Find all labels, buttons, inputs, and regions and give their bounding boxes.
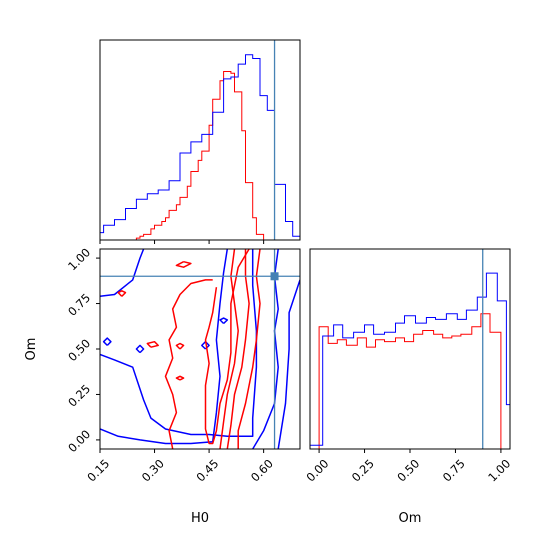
hist-h0-panel (99, 39, 301, 244)
joint-truth-lines (100, 249, 300, 449)
hist-om-series-a (310, 272, 510, 446)
y-tick-label: 0.50 (65, 336, 93, 364)
contour-series-b-6 (146, 340, 159, 348)
contours-series-b (117, 249, 261, 449)
hist-om-series-a-step (310, 272, 510, 446)
joint-y-ticks: 0.00 0.25 0.50 0.75 1.00 (65, 245, 100, 455)
hist-om-panel: 0.00 0.25 0.50 0.75 1.00 Om (303, 248, 513, 526)
x-tick-label: 0.00 (303, 456, 331, 484)
y-tick-label: 0.00 (65, 427, 93, 455)
y-tick-label: 1.00 (65, 245, 93, 273)
contour-series-b-1 (204, 249, 250, 445)
contour-series-b-5 (164, 279, 213, 449)
y-tick-label: 0.75 (65, 291, 93, 319)
contour-series-a-0 (100, 249, 229, 445)
contour-series-b-9 (117, 290, 127, 297)
truth-joint-marker (270, 272, 279, 281)
joint-y-axis-label: Om (24, 338, 39, 361)
contour-series-b-0 (175, 260, 192, 268)
hist-h0-series-b-step (135, 71, 300, 240)
hist-om-series-b (318, 313, 510, 449)
hist-h0-series-a-step (100, 54, 300, 237)
x-tick-label: 0.50 (394, 456, 422, 484)
y-tick-label: 0.25 (65, 382, 93, 410)
contour-series-b-2 (219, 249, 239, 449)
joint-x-axis-label: H0 (191, 511, 209, 526)
contour-series-a-4 (277, 279, 300, 449)
hist-om-x-axis-label: Om (399, 511, 422, 526)
contours-series-a (100, 249, 300, 449)
contour-series-a-6 (135, 344, 145, 354)
hist-h0-ticks (99, 240, 265, 244)
joint-frame (99, 248, 301, 450)
x-tick-label: 0.30 (139, 456, 167, 484)
hist-h0-series-a (100, 54, 300, 237)
x-tick-label: 0.25 (349, 456, 377, 484)
contour-series-b-7 (175, 375, 185, 381)
x-tick-label: 0.45 (193, 456, 221, 484)
contour-series-a-8 (219, 317, 229, 325)
hist-om-frame (309, 248, 511, 450)
x-tick-label: 1.00 (485, 456, 513, 484)
joint-x-ticks: 0.15 0.30 0.45 0.60 (84, 449, 276, 484)
x-tick-label: 0.75 (440, 456, 468, 484)
joint-contour-panel: 0.15 0.30 0.45 0.60 0.00 0.25 0.50 0.75 1.00 H0… (24, 245, 301, 526)
hist-h0-frame (99, 39, 301, 241)
contour-series-a-5 (102, 337, 112, 346)
contour-series-b-3 (226, 249, 250, 449)
x-tick-label: 0.60 (248, 456, 276, 484)
x-tick-label: 0.15 (84, 456, 112, 484)
contour-series-b-4 (237, 249, 261, 449)
contour-series-b-8 (175, 342, 185, 350)
hist-om-x-ticks: 0.00 0.25 0.50 0.75 1.00 (303, 449, 513, 484)
hist-h0-series-b (135, 71, 300, 240)
hist-om-series-b-step (318, 313, 510, 449)
contour-series-a-2 (100, 249, 145, 298)
